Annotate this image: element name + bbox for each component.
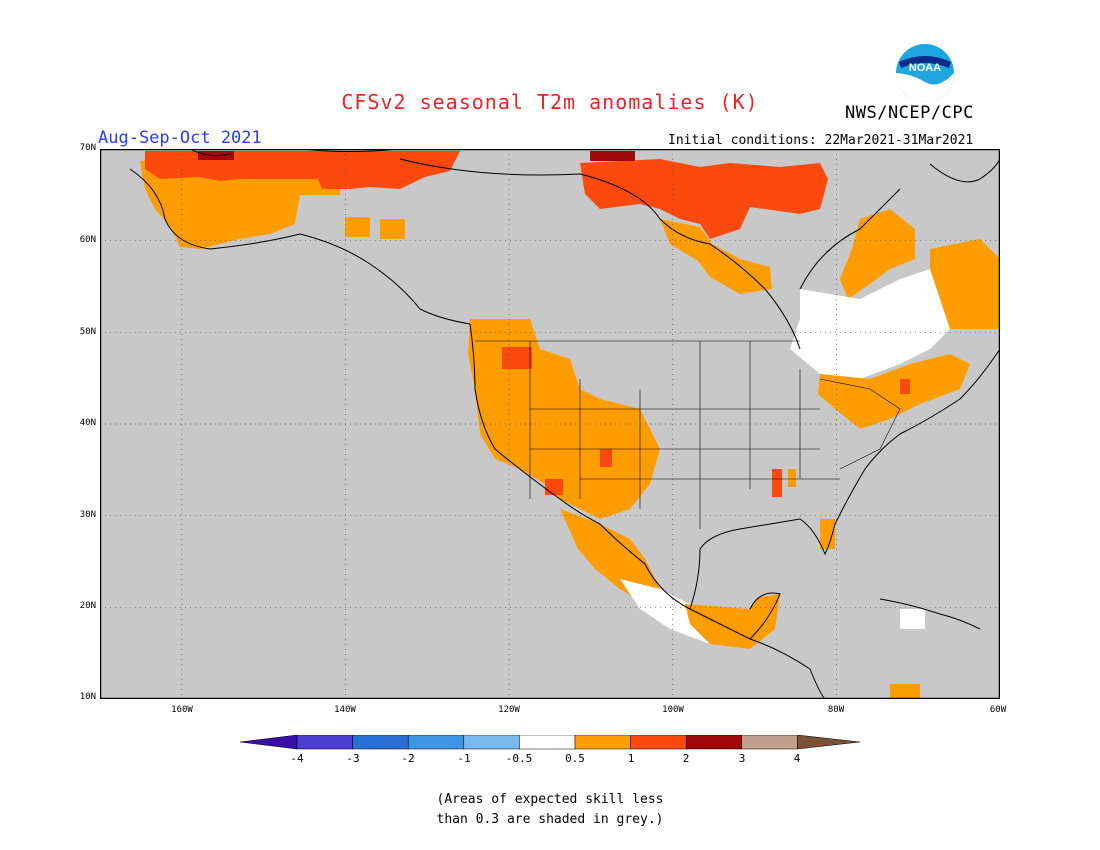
colorbar-swatch-10 <box>797 735 861 750</box>
colorbar-label: -3 <box>346 752 360 765</box>
colorbar-label: 0.5 <box>565 752 585 765</box>
lat-tick-70n: 70N <box>79 143 96 153</box>
colorbar-swatch-0 <box>240 735 298 750</box>
colorbar-swatch-3 <box>407 735 465 750</box>
lat-tick-50n: 50N <box>79 327 96 337</box>
map-frame <box>100 149 1000 699</box>
colorbar-label: -0.5 <box>505 752 533 765</box>
lat-tick-60n: 60N <box>79 235 96 245</box>
colorbar-swatch-1 <box>296 735 353 750</box>
colorbar-label: 1 <box>627 752 635 765</box>
lon-tick-60w: 60W <box>989 705 1007 715</box>
colorbar-swatch-7 <box>630 735 687 750</box>
colorbar-label: 2 <box>682 752 690 765</box>
colorbar-label: -4 <box>290 752 304 765</box>
noaa-logo: NOAA <box>896 44 954 102</box>
lat-tick-30n: 30N <box>79 510 96 520</box>
colorbar-label: -2 <box>401 752 415 765</box>
colorbar <box>240 735 861 750</box>
colorbar-swatch-4 <box>463 735 520 750</box>
lat-tick-40n: 40N <box>79 418 96 428</box>
lat-tick-20n: 20N <box>79 601 96 611</box>
lon-tick-140w: 140W <box>334 705 356 715</box>
skill-note-line-1: (Areas of expected skill less <box>436 792 664 807</box>
anomaly-shading <box>140 151 1000 699</box>
colorbar-swatch-8 <box>685 735 743 750</box>
colorbar-label: 3 <box>738 752 746 765</box>
lon-tick-160w: 160W <box>171 705 193 715</box>
lon-tick-120w: 120W <box>498 705 520 715</box>
noaa-logo-text: NOAA <box>909 62 941 74</box>
lon-tick-100w: 100W <box>662 705 684 715</box>
colorbar-label: -1 <box>457 752 471 765</box>
colorbar-swatch-5 <box>519 735 576 750</box>
colorbar-swatch-2 <box>352 735 409 750</box>
colorbar-label: 4 <box>793 752 801 765</box>
colorbar-swatch-9 <box>741 735 798 750</box>
skill-note-line-2: than 0.3 are shaded in grey.) <box>436 812 664 827</box>
state-borders <box>475 340 901 529</box>
coastlines <box>129 149 1000 699</box>
initial-conditions-label: Initial conditions: 22Mar2021-31Mar2021 <box>668 133 974 148</box>
season-label: Aug-Sep-Oct 2021 <box>98 128 262 148</box>
lat-lon-grid <box>100 149 1000 699</box>
agency-label: NWS/NCEP/CPC <box>845 103 974 123</box>
anomaly-map <box>100 149 1000 699</box>
lat-tick-10n: 10N <box>79 692 96 702</box>
lon-tick-80w: 80W <box>827 705 845 715</box>
colorbar-swatch-6 <box>574 735 631 750</box>
map-title: CFSv2 seasonal T2m anomalies (K) <box>341 90 759 114</box>
